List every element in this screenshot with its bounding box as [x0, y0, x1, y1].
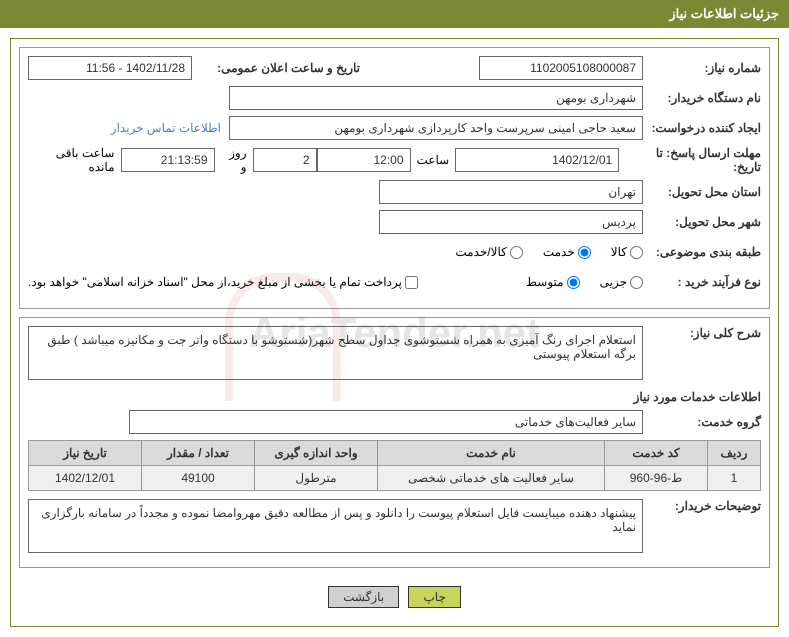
table-row: 1 ط-96-960 سایر فعالیت های خدماتی شخصی م… — [29, 466, 761, 491]
row-province: استان محل تحویل: تهران — [28, 180, 761, 204]
label-city: شهر محل تحویل: — [643, 215, 761, 229]
field-city: پردیس — [379, 210, 643, 234]
label-need-no: شماره نیاز: — [643, 61, 761, 75]
radio-both-input[interactable] — [510, 246, 523, 259]
field-deadline-hour: 12:00 — [317, 148, 411, 172]
link-buyer-contact[interactable]: اطلاعات تماس خریدار — [111, 121, 221, 135]
th-date: تاریخ نیاز — [29, 441, 142, 466]
field-creator: سعید حاجی امینی سرپرست واحد کارپردازی شه… — [229, 116, 643, 140]
td-row: 1 — [708, 466, 761, 491]
page-title: جزئیات اطلاعات نیاز — [0, 0, 789, 28]
field-days-remain: 2 — [253, 148, 317, 172]
th-name: نام خدمت — [378, 441, 605, 466]
checkbox-payment-note[interactable]: پرداخت تمام یا بخشی از مبلغ خرید،از محل … — [28, 275, 418, 289]
row-service-group: گروه خدمت: سایر فعالیت‌های خدماتی — [28, 410, 761, 434]
label-days-and: روز و — [221, 146, 247, 174]
label-publish-datetime: تاریخ و ساعت اعلان عمومی: — [192, 61, 360, 75]
section-title-services: اطلاعات خدمات مورد نیاز — [28, 390, 761, 404]
field-overall-desc: استعلام اجرای رنگ آمیزی به همراه شستوشوی… — [28, 326, 643, 380]
th-code: کد خدمت — [605, 441, 708, 466]
label-deadline: مهلت ارسال پاسخ: تا تاریخ: — [619, 146, 761, 174]
row-process: نوع فرآیند خرید : جزیی متوسط پرداخت تمام… — [28, 270, 761, 294]
radio-group-process: جزیی متوسط — [526, 275, 643, 289]
label-creator: ایجاد کننده درخواست: — [643, 121, 761, 135]
table-header-row: ردیف کد خدمت نام خدمت واحد اندازه گیری ت… — [29, 441, 761, 466]
radio-partial-label: جزیی — [600, 275, 627, 289]
th-qty: تعداد / مقدار — [142, 441, 255, 466]
info-section: شماره نیاز: 1102005108000087 تاریخ و ساع… — [19, 47, 770, 309]
label-hour: ساعت — [417, 153, 450, 167]
back-button[interactable]: بازگشت — [328, 586, 399, 608]
field-province: تهران — [379, 180, 643, 204]
radio-goods-input[interactable] — [630, 246, 643, 259]
radio-goods[interactable]: کالا — [611, 245, 643, 259]
label-service-group: گروه خدمت: — [643, 415, 761, 429]
field-deadline-date: 1402/12/01 — [455, 148, 619, 172]
field-need-no: 1102005108000087 — [479, 56, 643, 80]
radio-goods-label: کالا — [611, 245, 627, 259]
services-table: ردیف کد خدمت نام خدمت واحد اندازه گیری ت… — [28, 440, 761, 491]
row-need-number: شماره نیاز: 1102005108000087 تاریخ و ساع… — [28, 56, 761, 80]
radio-group-category: کالا خدمت کالا/خدمت — [455, 245, 643, 259]
label-province: استان محل تحویل: — [643, 185, 761, 199]
label-org: نام دستگاه خریدار: — [643, 91, 761, 105]
checkbox-payment-input[interactable] — [405, 276, 418, 289]
td-date: 1402/12/01 — [29, 466, 142, 491]
row-category: طبقه بندی موضوعی: کالا خدمت کالا/خدمت — [28, 240, 761, 264]
payment-note-label: پرداخت تمام یا بخشی از مبلغ خرید،از محل … — [28, 275, 402, 289]
print-button[interactable]: چاپ — [408, 586, 460, 608]
radio-medium[interactable]: متوسط — [526, 275, 580, 289]
radio-medium-input[interactable] — [567, 276, 580, 289]
radio-partial-input[interactable] — [630, 276, 643, 289]
label-overall: شرح کلی نیاز: — [643, 326, 761, 340]
row-creator: ایجاد کننده درخواست: سعید حاجی امینی سرپ… — [28, 116, 761, 140]
row-buyer-note: توضیحات خریدار: پیشنهاد دهنده میبایست فا… — [28, 499, 761, 553]
field-time-remain: 21:13:59 — [121, 148, 215, 172]
field-publish-datetime: 1402/11/28 - 11:56 — [28, 56, 192, 80]
radio-service[interactable]: خدمت — [543, 245, 591, 259]
th-row: ردیف — [708, 441, 761, 466]
radio-partial[interactable]: جزیی — [600, 275, 643, 289]
label-remain: ساعت باقی مانده — [28, 146, 114, 174]
buttons-row: چاپ بازگشت — [19, 576, 770, 618]
radio-both-label: کالا/خدمت — [455, 245, 506, 259]
label-buyer-note: توضیحات خریدار: — [643, 499, 761, 513]
field-service-group: سایر فعالیت‌های خدماتی — [129, 410, 643, 434]
radio-medium-label: متوسط — [526, 275, 564, 289]
field-org: شهرداری بومهن — [229, 86, 643, 110]
radio-both[interactable]: کالا/خدمت — [455, 245, 522, 259]
field-buyer-note: پیشنهاد دهنده میبایست فایل استعلام پیوست… — [28, 499, 643, 553]
row-overall: شرح کلی نیاز: استعلام اجرای رنگ آمیزی به… — [28, 326, 761, 380]
need-detail-section: شرح کلی نیاز: استعلام اجرای رنگ آمیزی به… — [19, 317, 770, 568]
row-city: شهر محل تحویل: پردیس — [28, 210, 761, 234]
main-container: AriaTender.net شماره نیاز: 1102005108000… — [10, 38, 779, 627]
label-process: نوع فرآیند خرید : — [643, 275, 761, 289]
th-unit: واحد اندازه گیری — [255, 441, 378, 466]
td-unit: مترطول — [255, 466, 378, 491]
td-name: سایر فعالیت های خدماتی شخصی — [378, 466, 605, 491]
radio-service-input[interactable] — [578, 246, 591, 259]
row-org: نام دستگاه خریدار: شهرداری بومهن — [28, 86, 761, 110]
td-code: ط-96-960 — [605, 466, 708, 491]
td-qty: 49100 — [142, 466, 255, 491]
row-deadline: مهلت ارسال پاسخ: تا تاریخ: 1402/12/01 سا… — [28, 146, 761, 174]
radio-service-label: خدمت — [543, 245, 575, 259]
label-category: طبقه بندی موضوعی: — [643, 245, 761, 259]
